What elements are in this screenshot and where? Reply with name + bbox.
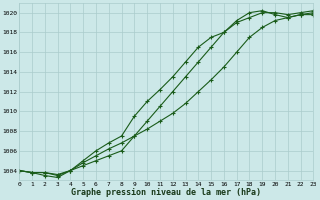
X-axis label: Graphe pression niveau de la mer (hPa): Graphe pression niveau de la mer (hPa) bbox=[71, 188, 261, 197]
